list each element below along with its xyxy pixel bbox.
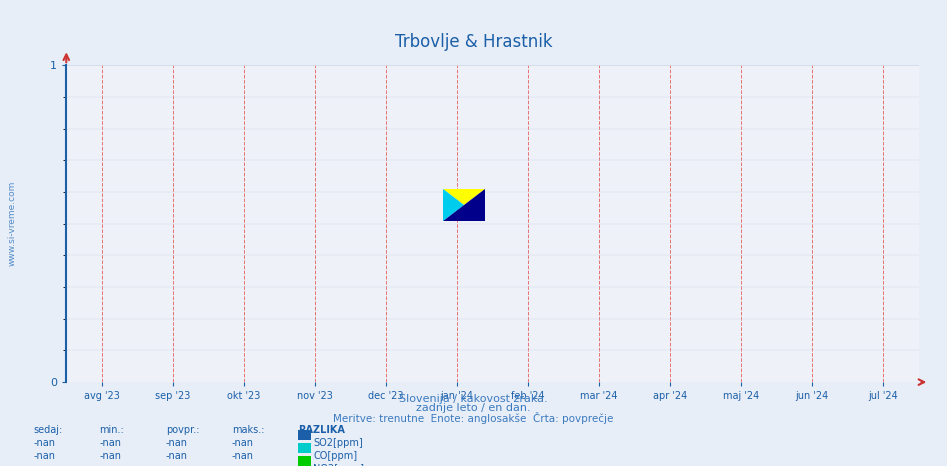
Text: Meritve: trenutne  Enote: anglosakše  Črta: povprečje: Meritve: trenutne Enote: anglosakše Črta… [333, 412, 614, 425]
Text: min.:: min.: [99, 425, 124, 435]
Text: -nan: -nan [33, 464, 55, 466]
Text: maks.:: maks.: [232, 425, 264, 435]
Text: Trbovlje & Hrastnik: Trbovlje & Hrastnik [395, 33, 552, 51]
Text: sedaj:: sedaj: [33, 425, 63, 435]
Text: -nan: -nan [99, 464, 121, 466]
Text: NO2[ppm]: NO2[ppm] [313, 464, 365, 466]
Polygon shape [442, 189, 464, 221]
Text: -nan: -nan [99, 438, 121, 448]
Text: -nan: -nan [33, 438, 55, 448]
Text: CO[ppm]: CO[ppm] [313, 451, 358, 461]
Text: -nan: -nan [166, 438, 188, 448]
Text: -nan: -nan [232, 451, 254, 461]
Text: SO2[ppm]: SO2[ppm] [313, 438, 364, 448]
Text: -nan: -nan [99, 451, 121, 461]
Text: -nan: -nan [232, 464, 254, 466]
Text: -nan: -nan [166, 451, 188, 461]
Text: -nan: -nan [33, 451, 55, 461]
Text: RAZLIKA: RAZLIKA [298, 425, 345, 435]
Text: povpr.:: povpr.: [166, 425, 199, 435]
Text: www.si-vreme.com: www.si-vreme.com [8, 181, 17, 267]
Polygon shape [442, 189, 485, 221]
Text: -nan: -nan [232, 438, 254, 448]
Text: Slovenija / kakovost zraka.: Slovenija / kakovost zraka. [400, 394, 547, 404]
Text: zadnje leto / en dan.: zadnje leto / en dan. [416, 403, 531, 413]
Text: -nan: -nan [166, 464, 188, 466]
Polygon shape [442, 189, 485, 205]
